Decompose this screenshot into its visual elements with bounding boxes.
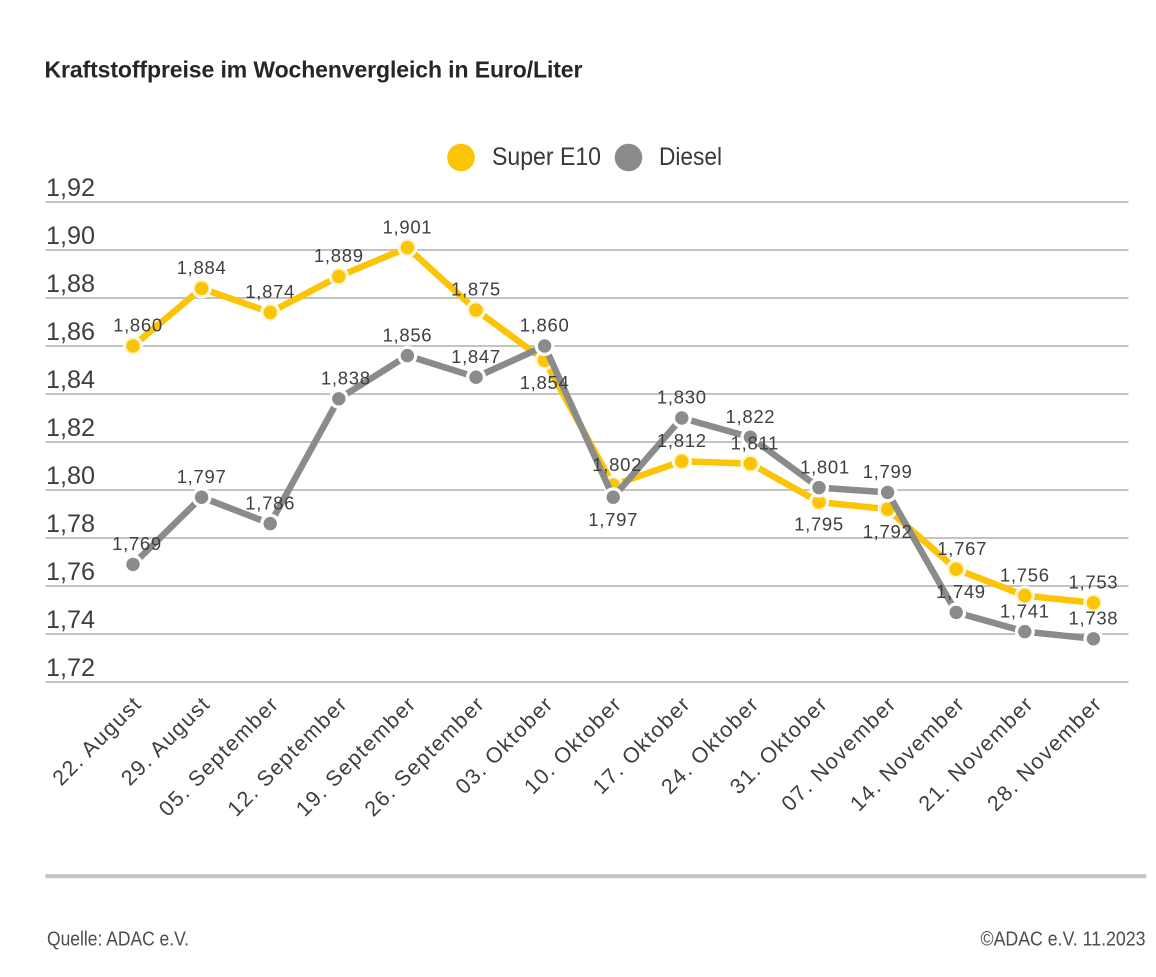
svg-text:1,856: 1,856 [383, 324, 433, 345]
svg-text:1,874: 1,874 [245, 281, 295, 302]
svg-text:1,767: 1,767 [937, 538, 987, 559]
svg-text:1,797: 1,797 [588, 509, 638, 530]
svg-text:1,756: 1,756 [1000, 564, 1050, 585]
svg-text:1,797: 1,797 [177, 466, 227, 487]
svg-text:1,802: 1,802 [592, 454, 642, 475]
svg-text:1,88: 1,88 [46, 270, 95, 298]
svg-text:1,84: 1,84 [46, 366, 95, 394]
svg-text:1,875: 1,875 [451, 279, 501, 300]
svg-text:1,76: 1,76 [46, 558, 95, 586]
svg-text:1,74: 1,74 [46, 606, 95, 634]
svg-text:1,72: 1,72 [46, 654, 95, 682]
svg-text:1,82: 1,82 [46, 414, 95, 442]
svg-text:1,795: 1,795 [794, 514, 844, 535]
svg-text:1,884: 1,884 [177, 257, 227, 278]
svg-text:1,860: 1,860 [113, 315, 163, 336]
svg-text:1,889: 1,889 [314, 245, 364, 266]
svg-text:1,811: 1,811 [731, 432, 779, 453]
svg-text:1,801: 1,801 [800, 456, 850, 477]
svg-text:1,749: 1,749 [936, 581, 986, 602]
svg-text:Diesel: Diesel [659, 143, 722, 171]
svg-text:1,799: 1,799 [863, 461, 913, 482]
svg-text:1,80: 1,80 [46, 462, 95, 490]
svg-text:1,854: 1,854 [520, 372, 570, 393]
svg-text:1,769: 1,769 [112, 533, 162, 554]
svg-text:1,792: 1,792 [863, 521, 913, 542]
svg-text:1,822: 1,822 [726, 406, 776, 427]
svg-text:1,838: 1,838 [321, 368, 371, 389]
svg-text:1,753: 1,753 [1069, 572, 1119, 593]
svg-text:1,90: 1,90 [46, 222, 95, 250]
svg-text:1,901: 1,901 [383, 216, 433, 237]
svg-text:1,738: 1,738 [1069, 608, 1119, 629]
svg-text:1,860: 1,860 [520, 315, 570, 336]
svg-text:1,92: 1,92 [46, 174, 95, 202]
svg-text:1,812: 1,812 [657, 430, 707, 451]
svg-text:1,830: 1,830 [657, 387, 707, 408]
svg-text:1,847: 1,847 [451, 346, 501, 367]
svg-text:©ADAC e.V. 11.2023: ©ADAC e.V. 11.2023 [981, 929, 1146, 951]
svg-text:Kraftstoffpreise im Wochenverg: Kraftstoffpreise im Wochenvergleich in E… [45, 57, 583, 83]
svg-text:Super E10: Super E10 [492, 143, 601, 171]
svg-text:1,78: 1,78 [46, 510, 95, 538]
svg-text:1,741: 1,741 [1000, 600, 1050, 621]
svg-text:Quelle: ADAC e.V.: Quelle: ADAC e.V. [47, 929, 189, 951]
svg-text:1,786: 1,786 [245, 492, 295, 513]
svg-text:1,86: 1,86 [46, 318, 95, 346]
